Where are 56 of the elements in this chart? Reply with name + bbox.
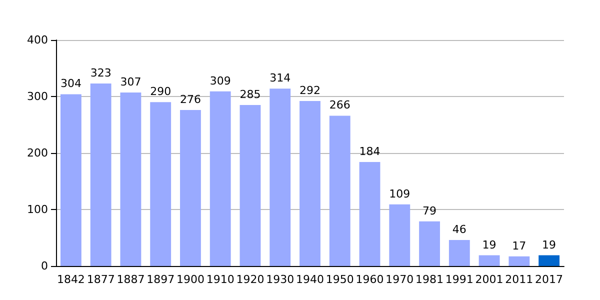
data-label: 290 — [150, 85, 172, 98]
data-label: 19 — [542, 238, 556, 252]
y-tick-label: 300 — [27, 90, 48, 103]
x-tick-label: 1940 — [296, 273, 324, 286]
data-label: 109 — [389, 187, 410, 200]
x-tick-label: 2001 — [475, 273, 504, 286]
data-label: 19 — [482, 238, 496, 252]
bar — [270, 88, 291, 266]
data-label: 46 — [452, 223, 466, 236]
bar — [448, 240, 470, 266]
bar — [180, 110, 201, 266]
data-label: 79 — [422, 204, 437, 218]
data-label: 309 — [210, 74, 231, 88]
bar — [240, 104, 261, 266]
x-tick-label: 1887 — [116, 273, 145, 286]
x-tick-label: 1950 — [326, 273, 354, 286]
data-label: 285 — [240, 88, 261, 101]
x-tick-label: 1981 — [416, 273, 444, 286]
data-label: 184 — [359, 145, 380, 158]
bar — [329, 116, 350, 266]
y-tick-label: 100 — [27, 203, 48, 216]
y-tick-label: 200 — [27, 146, 48, 160]
x-tick-label: 1960 — [356, 273, 384, 286]
x-tick-label: 2017 — [535, 273, 564, 286]
x-tick-label: 1877 — [86, 273, 115, 286]
x-tick-label: 1991 — [445, 273, 474, 286]
x-tick-label: 1930 — [266, 273, 294, 286]
x-tick-label: 1897 — [146, 273, 175, 286]
y-tick-label: 0 — [41, 260, 48, 272]
data-label: 314 — [270, 72, 291, 85]
data-label: 307 — [120, 76, 142, 89]
x-tick-label: 1910 — [206, 273, 234, 286]
bar — [478, 255, 500, 266]
x-tick-label: 1970 — [386, 273, 414, 286]
x-tick-label: 1900 — [176, 273, 204, 286]
bar — [508, 256, 530, 266]
data-label: 292 — [300, 84, 320, 98]
bar — [60, 94, 82, 266]
x-tick-label: 1842 — [56, 273, 85, 286]
bar — [210, 91, 231, 266]
bar — [419, 221, 440, 266]
bar — [300, 101, 320, 266]
data-label: 323 — [90, 66, 112, 80]
bar — [90, 84, 112, 266]
data-label: 304 — [60, 77, 82, 90]
bar — [538, 255, 560, 266]
y-tick-label: 400 — [27, 34, 48, 46]
bar — [150, 102, 172, 266]
bar — [359, 162, 380, 266]
bar — [120, 92, 142, 266]
data-label: 17 — [512, 239, 526, 252]
data-label: 276 — [180, 93, 201, 106]
bar — [389, 204, 410, 266]
x-tick-label: 1920 — [236, 273, 264, 286]
data-label: 266 — [329, 98, 350, 112]
x-tick-label: 2011 — [505, 273, 534, 286]
